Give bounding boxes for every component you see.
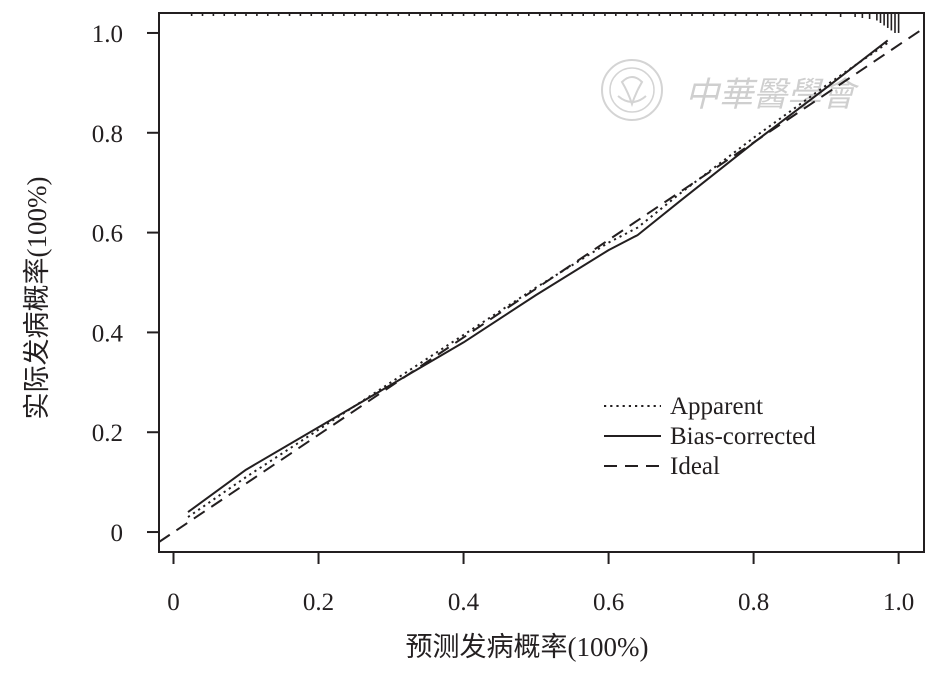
y-tick-label: 1.0 [92,21,123,48]
y-tick-label: 0.8 [92,121,123,148]
y-tick-label: 0 [111,520,124,547]
x-tick-label: 0 [167,589,180,616]
x-tick-label: 0.6 [593,589,624,616]
x-tick-label: 0.4 [448,589,480,616]
x-axis-title: 预测发病概率(100%) [406,632,649,662]
x-tick-label: 1.0 [883,589,914,616]
plot-frame [158,12,925,553]
y-tick-label: 0.4 [92,320,124,347]
series-lines [158,27,925,543]
legend: Apparent Bias-corrected Ideal [604,393,816,480]
y-tick-label: 0.2 [92,420,123,447]
y-axis-title: 实际发病概率(100%) [22,177,52,420]
axes: 0 0.2 0.4 0.6 0.8 1.0 0 0.2 0.4 0.6 0.8 1.0 [92,12,925,616]
watermark-seal-icon [601,59,663,121]
legend-label-ideal: Ideal [670,453,720,480]
x-tick-label: 0.2 [303,589,334,616]
legend-label-bias-corrected: Bias-corrected [670,423,816,450]
series-line-ideal [158,27,925,543]
series-line-bias-corrected [187,39,889,513]
legend-label-apparent: Apparent [670,393,763,420]
y-tick-label: 0.6 [92,221,123,248]
x-tick-label: 0.8 [738,589,769,616]
rug [190,13,900,33]
series-line-apparent [187,42,889,518]
